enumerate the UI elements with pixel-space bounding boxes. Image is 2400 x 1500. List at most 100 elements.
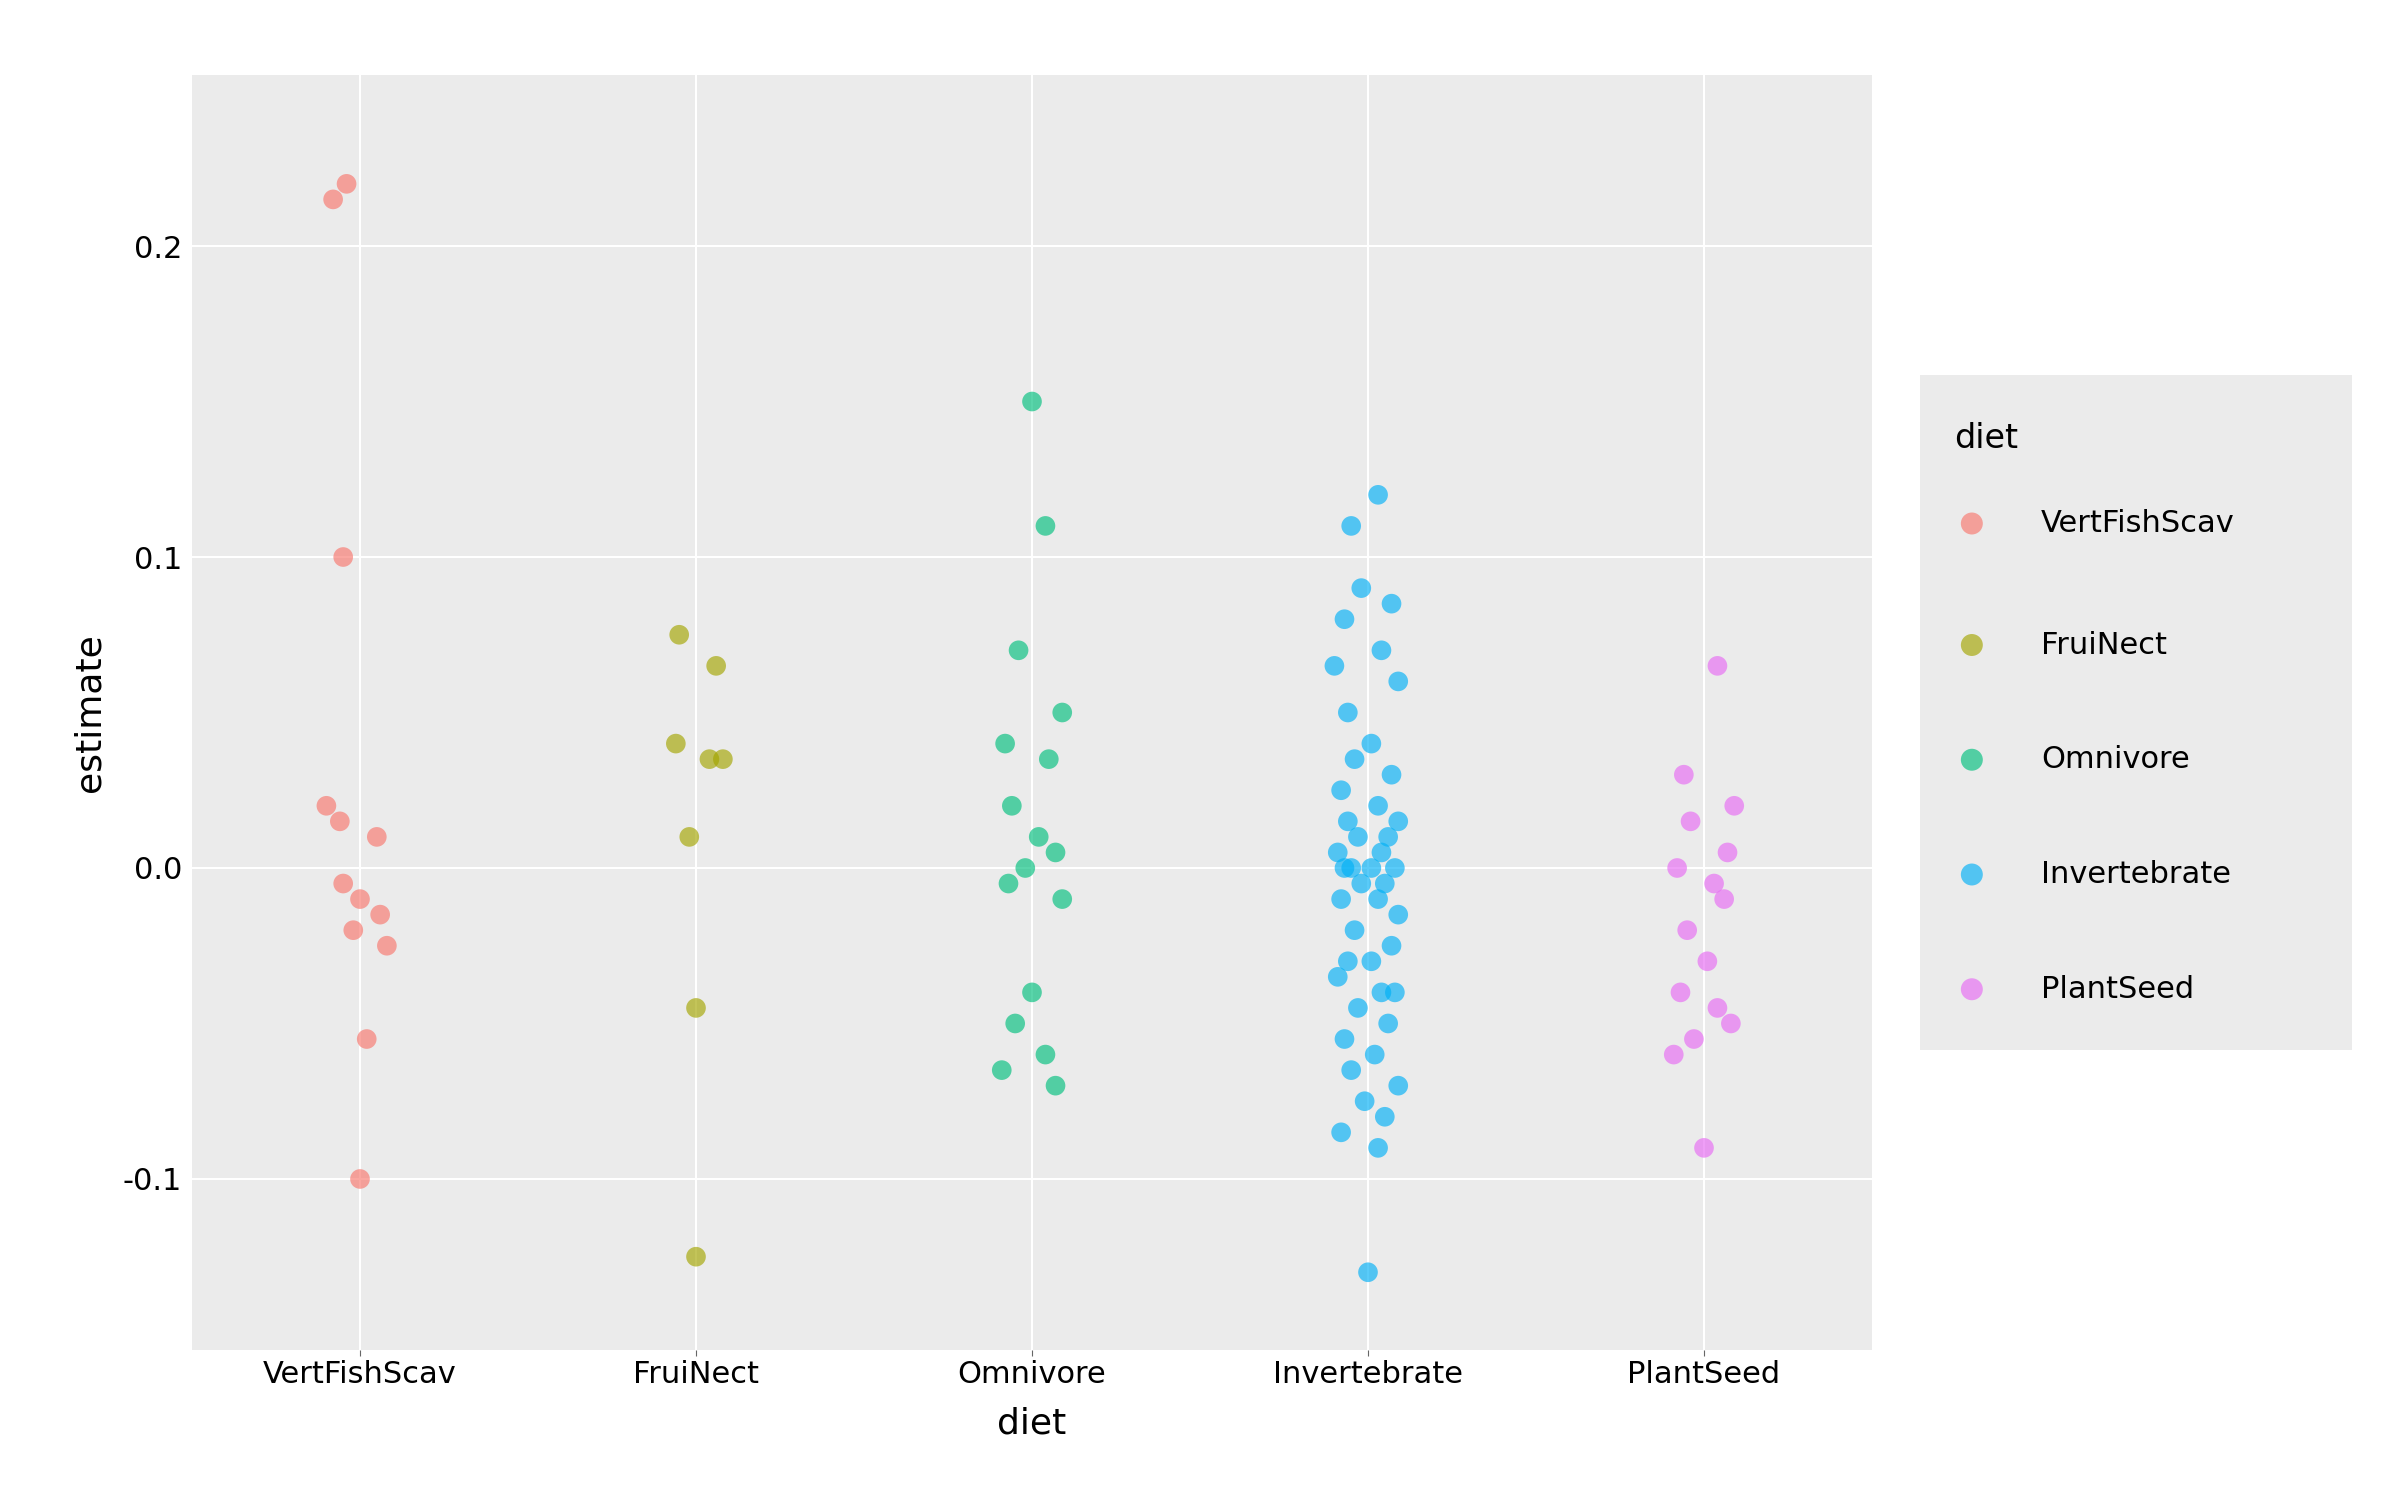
Point — [1366, 1106, 1404, 1130]
Point — [1716, 794, 1754, 818]
Text: VertFishScav: VertFishScav — [2040, 509, 2234, 538]
Point — [324, 871, 362, 895]
Point — [1334, 747, 1373, 771]
Point — [1687, 950, 1726, 974]
Point — [1325, 856, 1363, 880]
Point — [1322, 778, 1361, 802]
Point — [1358, 1136, 1397, 1160]
Point — [1658, 856, 1697, 880]
Point — [670, 825, 708, 849]
Text: Omnivore: Omnivore — [2040, 746, 2189, 774]
Point — [1358, 483, 1397, 507]
Point — [1699, 996, 1738, 1020]
Point — [1037, 1074, 1075, 1098]
Text: Invertebrate: Invertebrate — [2040, 859, 2232, 889]
Point — [324, 544, 362, 568]
Point — [1380, 1074, 1418, 1098]
Point — [326, 172, 365, 196]
Text: FruiNect: FruiNect — [2040, 630, 2167, 660]
Point — [1339, 996, 1378, 1020]
Point — [1666, 762, 1704, 786]
Point — [1330, 950, 1368, 974]
Point — [996, 1011, 1034, 1035]
Point — [1332, 514, 1370, 538]
Point — [1351, 732, 1390, 756]
Point — [1013, 390, 1051, 414]
Point — [998, 639, 1037, 663]
Point — [677, 1245, 715, 1269]
Point — [703, 747, 742, 771]
Point — [1373, 933, 1411, 957]
Point — [322, 810, 360, 834]
Point — [1368, 825, 1406, 849]
Point — [1954, 862, 1992, 886]
Point — [1339, 825, 1378, 849]
Point — [1318, 964, 1356, 988]
Point — [1954, 512, 1992, 536]
Point — [367, 933, 406, 957]
Point — [1366, 871, 1404, 895]
Point — [1322, 886, 1361, 910]
Point — [1006, 856, 1044, 880]
Point — [1654, 1042, 1692, 1066]
Point — [1027, 514, 1066, 538]
Point — [1954, 633, 1992, 657]
Point — [989, 871, 1027, 895]
Point — [1356, 1042, 1394, 1066]
Point — [660, 622, 698, 646]
Point — [994, 794, 1032, 818]
Point — [677, 996, 715, 1020]
Point — [1363, 840, 1402, 864]
Point — [1044, 700, 1082, 724]
Point — [1030, 747, 1068, 771]
Point — [1358, 794, 1397, 818]
Point — [1375, 981, 1414, 1005]
Point — [1351, 950, 1390, 974]
Point — [348, 1028, 386, 1051]
Point — [1373, 762, 1411, 786]
Point — [341, 886, 379, 910]
Point — [360, 903, 398, 927]
Point — [1373, 591, 1411, 615]
Point — [1699, 654, 1738, 678]
Point — [1330, 810, 1368, 834]
Point — [691, 747, 730, 771]
Point — [1027, 1042, 1066, 1066]
Point — [1351, 856, 1390, 880]
Point — [1325, 608, 1363, 631]
Point — [658, 732, 696, 756]
Point — [986, 732, 1025, 756]
Point — [1954, 978, 1992, 1002]
Point — [1694, 871, 1733, 895]
Point — [1013, 981, 1051, 1005]
Y-axis label: estimate: estimate — [72, 633, 106, 792]
Point — [1334, 918, 1373, 942]
Point — [1954, 748, 1992, 771]
Point — [1675, 1028, 1714, 1051]
Point — [1020, 825, 1058, 849]
Point — [1342, 576, 1380, 600]
Point — [1668, 918, 1706, 942]
Point — [1322, 1120, 1361, 1144]
Point — [982, 1058, 1020, 1082]
Point — [1325, 1028, 1363, 1051]
Point — [1704, 886, 1742, 910]
Point — [1342, 871, 1380, 895]
Point — [1363, 639, 1402, 663]
Point — [1709, 840, 1747, 864]
Text: PlantSeed: PlantSeed — [2040, 975, 2194, 1004]
Point — [1380, 810, 1418, 834]
Point — [1380, 903, 1418, 927]
Point — [1670, 810, 1709, 834]
Point — [1375, 856, 1414, 880]
Point — [1332, 856, 1370, 880]
Point — [1363, 981, 1402, 1005]
Point — [1044, 886, 1082, 910]
Point — [1037, 840, 1075, 864]
Point — [1661, 981, 1699, 1005]
Point — [1368, 1011, 1406, 1035]
Point — [314, 188, 353, 211]
Point — [1330, 700, 1368, 724]
Point — [1349, 1260, 1387, 1284]
X-axis label: diet: diet — [998, 1406, 1066, 1440]
